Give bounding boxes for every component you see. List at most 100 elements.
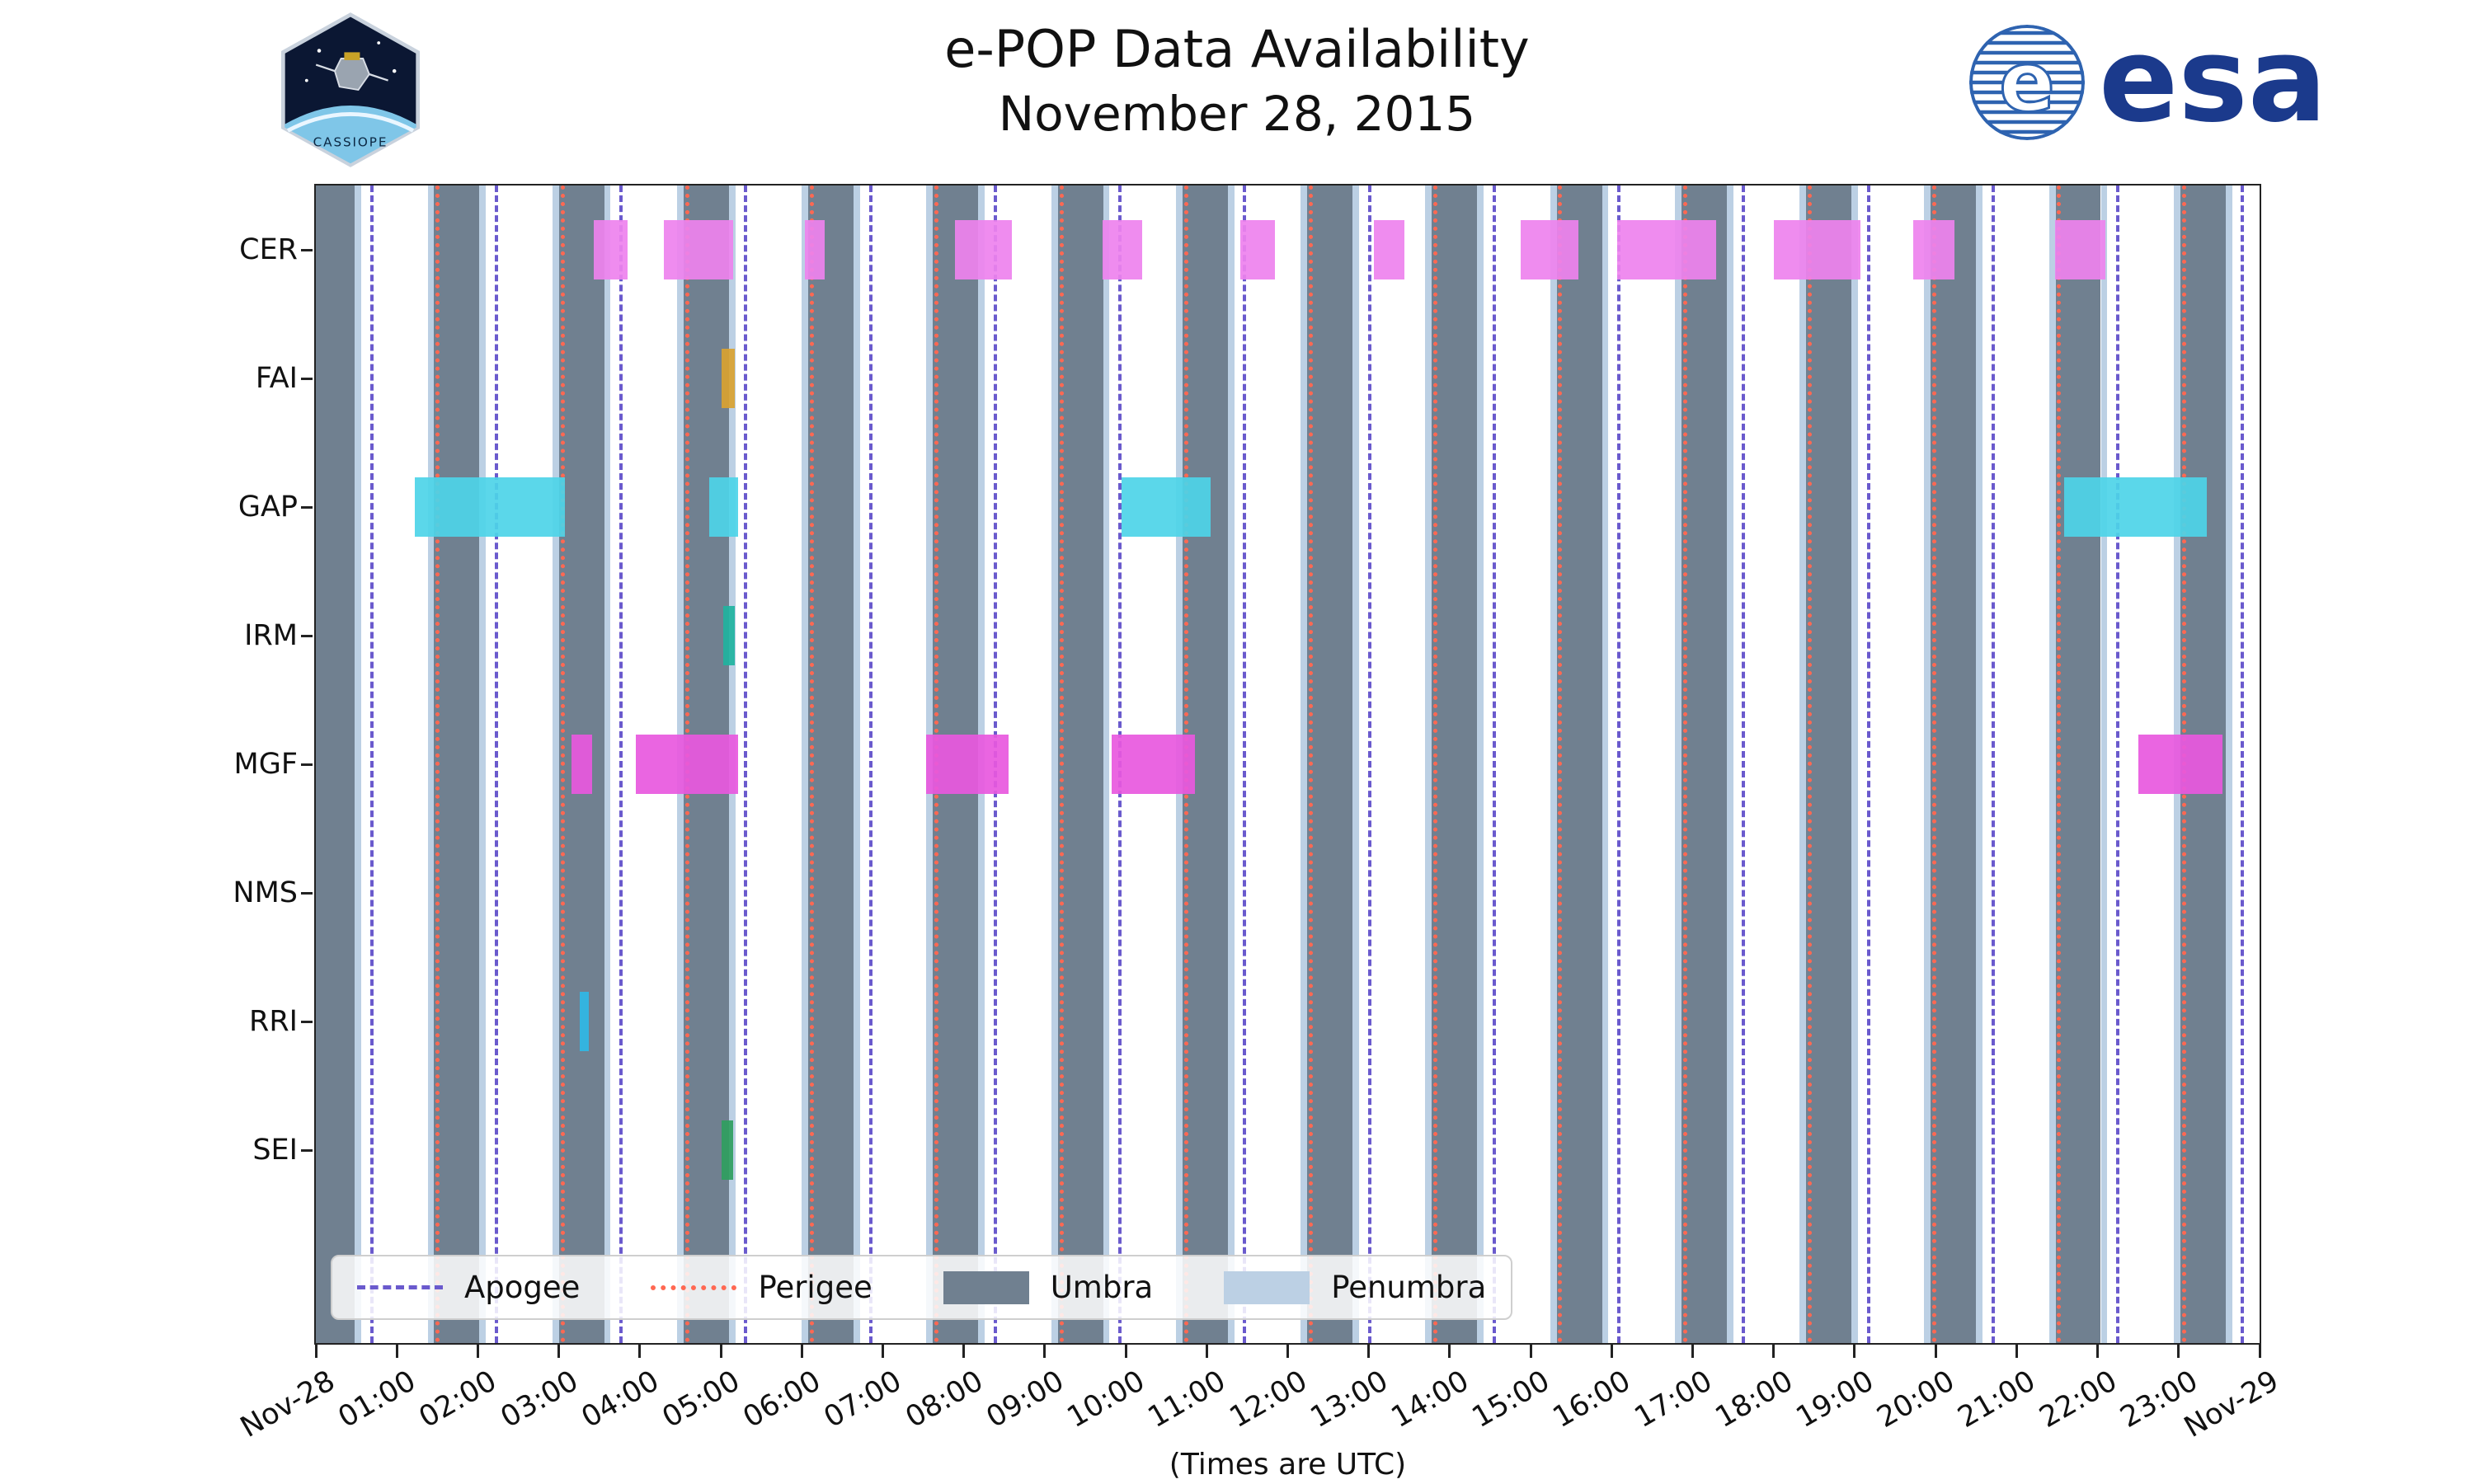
- x-tick-mark: [1124, 1345, 1127, 1358]
- x-tick-mark: [314, 1345, 317, 1358]
- y-tick-mark: [301, 248, 313, 251]
- penumbra-band: [1602, 186, 1609, 1343]
- perigee-line: [1932, 186, 1937, 1343]
- y-tick-label-mgf: MGF: [233, 748, 298, 781]
- availability-bar-mgf: [926, 735, 1009, 794]
- perigee-line: [560, 186, 565, 1343]
- x-tick-label: 04:00: [576, 1364, 665, 1435]
- perigee-line: [810, 186, 815, 1343]
- umbra-band: [316, 186, 355, 1343]
- chart-title-line1: e-POP Data Availability: [944, 19, 1530, 79]
- apogee-line: [1742, 186, 1746, 1343]
- x-tick-mark: [476, 1345, 479, 1358]
- x-tick-label: 13:00: [1305, 1364, 1394, 1435]
- chart-title: e-POP Data Availability November 28, 201…: [0, 16, 2474, 145]
- y-tick-mark: [301, 1020, 313, 1023]
- x-tick-label: 21:00: [1953, 1364, 2042, 1435]
- x-tick-label: 19:00: [1790, 1364, 1879, 1435]
- x-tick-mark: [800, 1345, 803, 1358]
- x-tick-label: 20:00: [1871, 1364, 1961, 1435]
- perigee-line: [435, 186, 440, 1343]
- penumbra-band: [1051, 186, 1058, 1343]
- y-tick-label-gap: GAP: [238, 491, 298, 524]
- perigee-line: [1682, 186, 1687, 1343]
- legend-item-penumbra: Penumbra: [1224, 1270, 1486, 1305]
- penumbra-band: [1851, 186, 1858, 1343]
- apogee-line: [744, 186, 748, 1343]
- umbra-band: [1307, 186, 1353, 1343]
- umbra-band: [2055, 186, 2101, 1343]
- umbra-band: [1432, 186, 1478, 1343]
- availability-bar-cer: [1239, 220, 1275, 279]
- x-tick-mark: [2258, 1345, 2261, 1358]
- availability-bar-mgf: [2138, 735, 2222, 794]
- legend-swatch-perigee: [651, 1284, 737, 1290]
- apogee-line: [1991, 186, 1995, 1343]
- apogee-line: [2116, 186, 2120, 1343]
- apogee-line: [1866, 186, 1870, 1343]
- availability-bar-fai: [722, 349, 735, 408]
- availability-bar-mgf: [1112, 735, 1195, 794]
- chart-title-line2: November 28, 2015: [998, 85, 1476, 142]
- availability-bar-cer: [1102, 220, 1142, 279]
- plot-area: Apogee Perigee Umbra Penumbra: [314, 184, 2261, 1345]
- x-tick-label: Nov-29: [2179, 1364, 2284, 1444]
- cassiope-patch-graphic: CASSIOPE: [280, 12, 421, 167]
- legend-label: Apogee: [464, 1270, 581, 1305]
- penumbra-band: [802, 186, 809, 1343]
- x-tick-mark: [1610, 1345, 1613, 1358]
- apogee-line: [868, 186, 872, 1343]
- umbra-band: [1681, 186, 1727, 1343]
- penumbra-band: [1674, 186, 1681, 1343]
- x-tick-mark: [1286, 1345, 1289, 1358]
- legend-item-apogee: Apogee: [357, 1270, 580, 1305]
- umbra-band: [808, 186, 854, 1343]
- availability-bar-gap: [2064, 477, 2208, 537]
- y-tick-label-nms: NMS: [233, 876, 298, 909]
- x-tick-mark: [962, 1345, 966, 1358]
- penumbra-band: [1352, 186, 1359, 1343]
- y-tick-mark: [301, 891, 313, 895]
- x-tick-label: 18:00: [1710, 1364, 1799, 1435]
- y-tick-label-cer: CER: [239, 233, 298, 266]
- legend-swatch-apogee: [357, 1285, 443, 1289]
- x-tick-label: 02:00: [414, 1364, 503, 1435]
- x-tick-label: 11:00: [1142, 1364, 1232, 1435]
- penumbra-band: [479, 186, 487, 1343]
- apogee-line: [619, 186, 623, 1343]
- availability-bar-cer: [1912, 220, 1954, 279]
- perigee-line: [2057, 186, 2062, 1343]
- umbra-band: [1931, 186, 1977, 1343]
- x-tick-label: 01:00: [332, 1364, 422, 1435]
- cassiope-patch-label: CASSIOPE: [313, 134, 388, 149]
- x-axis-label: (Times are UTC): [1169, 1448, 1407, 1482]
- availability-bar-cer: [954, 220, 1012, 279]
- y-tick-mark: [301, 634, 313, 637]
- x-tick-mark: [1043, 1345, 1047, 1358]
- y-tick-mark: [301, 1148, 313, 1152]
- perigee-line: [1308, 186, 1313, 1343]
- y-tick-label-sei: SEI: [252, 1134, 298, 1167]
- x-tick-mark: [638, 1345, 642, 1358]
- penumbra-band: [1425, 186, 1432, 1343]
- x-tick-mark: [395, 1345, 398, 1358]
- penumbra-band: [552, 186, 559, 1343]
- x-tick-mark: [1367, 1345, 1371, 1358]
- x-tick-label: Nov-28: [235, 1364, 341, 1444]
- perigee-line: [1433, 186, 1438, 1343]
- legend-item-umbra: Umbra: [943, 1270, 1153, 1305]
- y-tick-label-rri: RRI: [249, 1005, 298, 1038]
- availability-bar-cer: [2054, 220, 2106, 279]
- x-tick-label: 06:00: [737, 1364, 827, 1435]
- legend-item-perigee: Perigee: [651, 1270, 872, 1305]
- y-tick-mark: [301, 505, 313, 509]
- perigee-line: [1558, 186, 1563, 1343]
- apogee-line: [1243, 186, 1247, 1343]
- apogee-line: [1367, 186, 1371, 1343]
- x-tick-label: 08:00: [900, 1364, 989, 1435]
- availability-bar-cer: [664, 220, 733, 279]
- apogee-line: [495, 186, 498, 1343]
- availability-bar-cer: [1373, 220, 1404, 279]
- x-tick-label: 12:00: [1224, 1364, 1313, 1435]
